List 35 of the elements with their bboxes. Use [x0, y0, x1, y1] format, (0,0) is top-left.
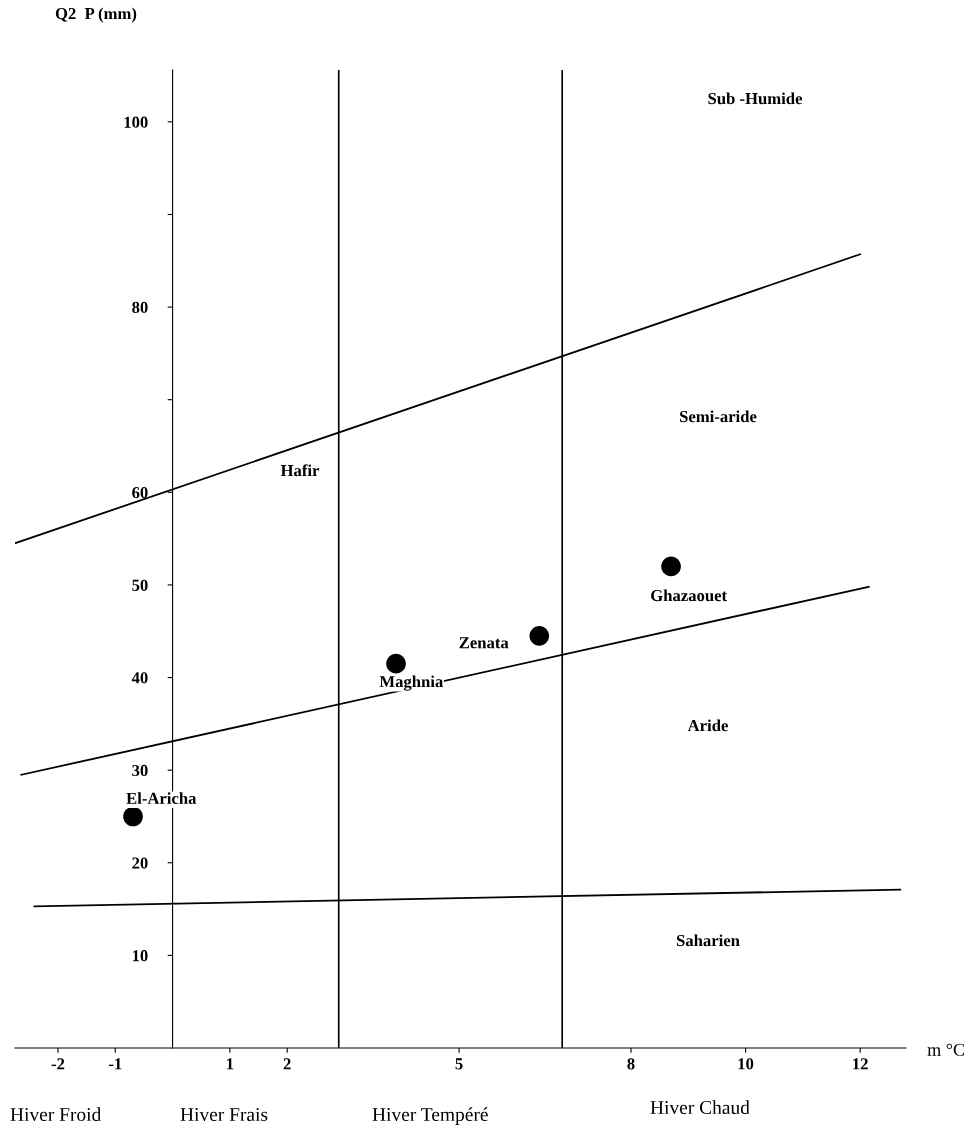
data-label: El-Aricha [126, 792, 197, 804]
point [661, 556, 681, 577]
y-tick-label: 80 [132, 301, 148, 314]
x-tick-label: -1 [108, 1058, 122, 1070]
text: Hiver Tempéré [372, 1107, 488, 1125]
x-tick-label: -2 [51, 1058, 65, 1070]
y-tick-label: 60 [132, 487, 148, 499]
point [123, 806, 143, 827]
text: Hiver Froid [10, 1107, 102, 1122]
x-tick-label: 1 [227, 1058, 234, 1070]
data-label: Zenata [459, 637, 509, 649]
data-label: Ghazaouet [651, 589, 728, 602]
data-label: Maghnia [379, 675, 444, 691]
x-tick-label: 5 [455, 1058, 463, 1070]
annotation: Saharien [676, 934, 740, 947]
y-axis-title: Q2 P (mm) [55, 7, 137, 23]
point [529, 626, 550, 646]
annotation: Hafir [280, 464, 320, 477]
x-tick-label: 2 [283, 1058, 291, 1070]
x-tick-label: 10 [738, 1058, 754, 1070]
annotation: Sub -Humide [708, 92, 803, 105]
y-tick-label: 10 [132, 950, 148, 962]
y-tick-label: 100 [124, 116, 148, 128]
text: Hiver Frais [180, 1107, 268, 1122]
text: Hiver Chaud [650, 1100, 750, 1115]
annotation: Semi-aride [680, 410, 757, 423]
x-tick-label: 8 [627, 1058, 635, 1070]
y-tick-label: 50 [132, 579, 148, 591]
point [386, 653, 406, 674]
y-tick-label: 40 [131, 672, 148, 684]
x-tick-label: 12 [853, 1058, 868, 1070]
y-tick-label: 30 [132, 764, 148, 777]
x-axis-title: m °C [927, 1043, 965, 1056]
y-tick-label: 20 [132, 857, 148, 869]
annotation: Aride [687, 719, 728, 732]
